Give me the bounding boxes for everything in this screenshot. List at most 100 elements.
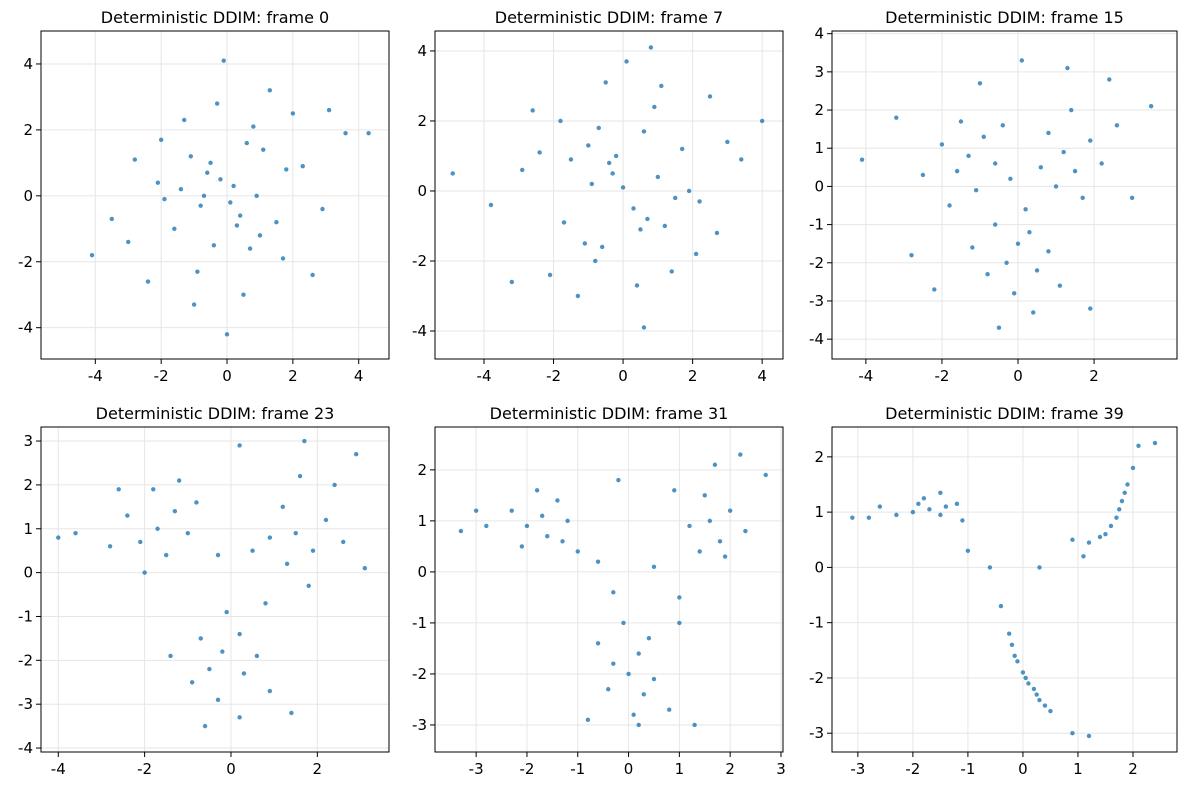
point xyxy=(652,104,657,110)
y-tick-label: -2 xyxy=(412,252,427,270)
point xyxy=(484,523,489,529)
point xyxy=(686,188,692,194)
point xyxy=(593,258,598,264)
point xyxy=(509,508,514,513)
point xyxy=(142,570,147,575)
point xyxy=(1086,733,1092,739)
x-tick-label: -4 xyxy=(51,760,66,778)
point xyxy=(1031,310,1036,315)
y-tick-label: -4 xyxy=(18,739,33,757)
point xyxy=(560,539,565,544)
point xyxy=(458,528,464,534)
point xyxy=(56,535,61,540)
point xyxy=(669,269,674,274)
point xyxy=(702,493,707,498)
point xyxy=(763,472,768,478)
point xyxy=(320,206,325,212)
point xyxy=(738,452,743,457)
point xyxy=(231,183,236,189)
point xyxy=(473,508,479,513)
point xyxy=(524,523,530,529)
point xyxy=(759,118,765,124)
point xyxy=(284,167,289,172)
point xyxy=(198,636,203,641)
point xyxy=(73,530,78,536)
point xyxy=(677,595,682,600)
point xyxy=(1048,708,1053,714)
point xyxy=(641,325,647,330)
point xyxy=(631,712,636,717)
point xyxy=(673,195,678,201)
point xyxy=(125,513,130,518)
point xyxy=(693,251,699,257)
point xyxy=(966,153,971,159)
x-tick-label: -1 xyxy=(960,760,975,778)
point xyxy=(1034,692,1039,697)
point xyxy=(636,651,641,656)
point xyxy=(237,715,242,720)
point xyxy=(954,501,960,507)
point xyxy=(488,202,494,208)
point xyxy=(1148,104,1154,109)
point xyxy=(1072,168,1078,174)
point xyxy=(293,530,298,536)
point xyxy=(1046,130,1051,136)
point xyxy=(1008,176,1013,181)
x-tick-label: -4 xyxy=(858,367,873,385)
point xyxy=(537,150,542,155)
point xyxy=(289,710,294,716)
point xyxy=(648,45,654,50)
y-tick-label: -3 xyxy=(18,695,33,713)
point xyxy=(1031,686,1037,692)
x-tick-label: -2 xyxy=(137,760,152,778)
point xyxy=(624,59,629,64)
point xyxy=(645,216,650,222)
x-tick-label: -2 xyxy=(154,367,169,385)
point xyxy=(613,153,619,159)
y-tick-label: 0 xyxy=(814,177,824,195)
x-tick-label: 2 xyxy=(288,367,298,385)
point xyxy=(254,653,260,659)
point xyxy=(739,157,744,162)
point xyxy=(530,108,535,113)
point xyxy=(651,564,657,569)
point xyxy=(877,504,883,509)
point xyxy=(707,94,713,99)
point xyxy=(126,239,131,245)
y-tick-label: 1 xyxy=(814,139,824,157)
point xyxy=(306,583,311,588)
point xyxy=(172,509,178,514)
point xyxy=(1046,249,1051,254)
point xyxy=(366,130,371,136)
point xyxy=(1023,675,1028,681)
x-tick-label: 3 xyxy=(776,760,786,778)
point xyxy=(909,252,914,258)
point xyxy=(1103,532,1108,537)
point xyxy=(189,680,195,685)
chart-title: Deterministic DDIM: frame 31 xyxy=(490,404,729,423)
point xyxy=(866,515,872,520)
y-tick-label: 1 xyxy=(814,503,824,521)
point xyxy=(1037,697,1042,703)
point xyxy=(164,552,169,558)
point xyxy=(589,181,594,187)
y-tick-label: -1 xyxy=(18,607,33,625)
point xyxy=(1129,195,1135,201)
y-tick-label: -1 xyxy=(809,614,824,632)
point xyxy=(353,451,359,457)
point xyxy=(1080,195,1085,201)
point xyxy=(611,590,616,595)
point xyxy=(697,549,702,554)
point xyxy=(1011,291,1017,296)
point xyxy=(850,515,855,520)
point xyxy=(910,509,916,515)
point xyxy=(1097,534,1103,540)
point xyxy=(176,478,182,483)
point xyxy=(1037,565,1042,570)
point xyxy=(631,206,636,211)
point xyxy=(558,118,563,124)
point xyxy=(596,125,601,131)
x-tick-label: -3 xyxy=(469,760,484,778)
point xyxy=(651,676,657,682)
point xyxy=(1019,58,1025,63)
